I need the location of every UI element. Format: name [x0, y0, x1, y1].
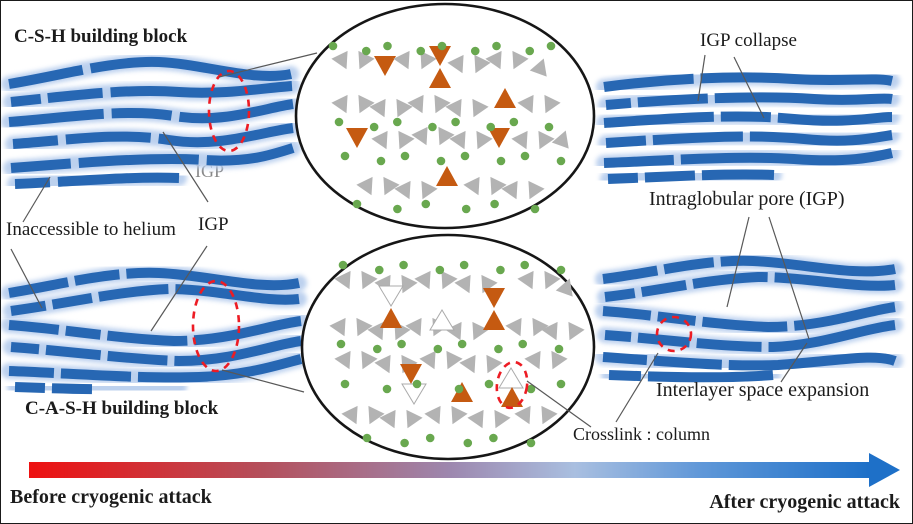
igp-collapse-label: IGP collapse [700, 30, 797, 51]
cash-title: C-A-S-H building block [25, 398, 219, 419]
after-cryogenic-label: After cryogenic attack [709, 491, 900, 513]
interlayer-expansion-label: Interlayer space expansion [656, 379, 870, 401]
before-cryogenic-label: Before cryogenic attack [10, 486, 212, 508]
csh-title: C-S-H building block [14, 26, 188, 47]
crosslink-column-label: Crosslink : column [573, 424, 711, 444]
inaccessible-to-helium-label: Inaccessible to helium [6, 219, 176, 240]
igp-label: IGP [198, 214, 229, 235]
intraglobular-pore-label: Intraglobular pore (IGP) [649, 188, 845, 210]
